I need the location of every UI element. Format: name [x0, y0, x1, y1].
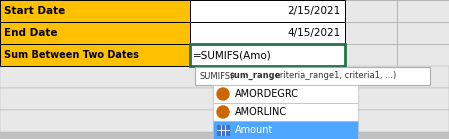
Bar	[0, 110, 449, 132]
Text: x: x	[224, 111, 228, 116]
Text: Amount: Amount	[235, 125, 273, 135]
Text: AMORDEGRC: AMORDEGRC	[235, 89, 299, 99]
Bar	[213, 103, 358, 121]
Bar	[190, 0, 345, 22]
Text: Start Date: Start Date	[4, 6, 65, 16]
Circle shape	[217, 88, 229, 100]
Bar	[0, 66, 449, 88]
Bar	[213, 121, 358, 139]
Text: sum_range: sum_range	[229, 71, 281, 80]
Bar	[190, 44, 345, 66]
Text: f: f	[220, 106, 224, 116]
Bar	[345, 22, 397, 44]
Text: Sum Between Two Dates: Sum Between Two Dates	[4, 50, 139, 60]
Text: AMORLINC: AMORLINC	[235, 107, 287, 117]
Text: f: f	[220, 89, 224, 97]
Circle shape	[217, 106, 229, 118]
Text: SUMIFS(: SUMIFS(	[200, 71, 234, 80]
Text: x: x	[224, 92, 228, 97]
Bar	[0, 0, 190, 22]
Bar	[0, 22, 190, 44]
Bar	[190, 44, 345, 66]
Bar	[0, 88, 449, 110]
Bar	[190, 22, 345, 44]
Text: =SUMIFS(Amo): =SUMIFS(Amo)	[193, 50, 272, 60]
Bar	[0, 44, 190, 66]
Text: 4/15/2021: 4/15/2021	[288, 28, 341, 38]
Text: , criteria_range1, criteria1, ...): , criteria_range1, criteria1, ...)	[270, 71, 396, 80]
Bar	[345, 44, 397, 66]
Bar	[345, 0, 397, 22]
Bar	[217, 125, 229, 135]
Text: 2/15/2021: 2/15/2021	[288, 6, 341, 16]
Bar	[195, 67, 430, 85]
Text: End Date: End Date	[4, 28, 57, 38]
Bar	[397, 22, 449, 44]
Bar	[397, 0, 449, 22]
Bar	[397, 44, 449, 66]
Bar	[213, 85, 358, 103]
